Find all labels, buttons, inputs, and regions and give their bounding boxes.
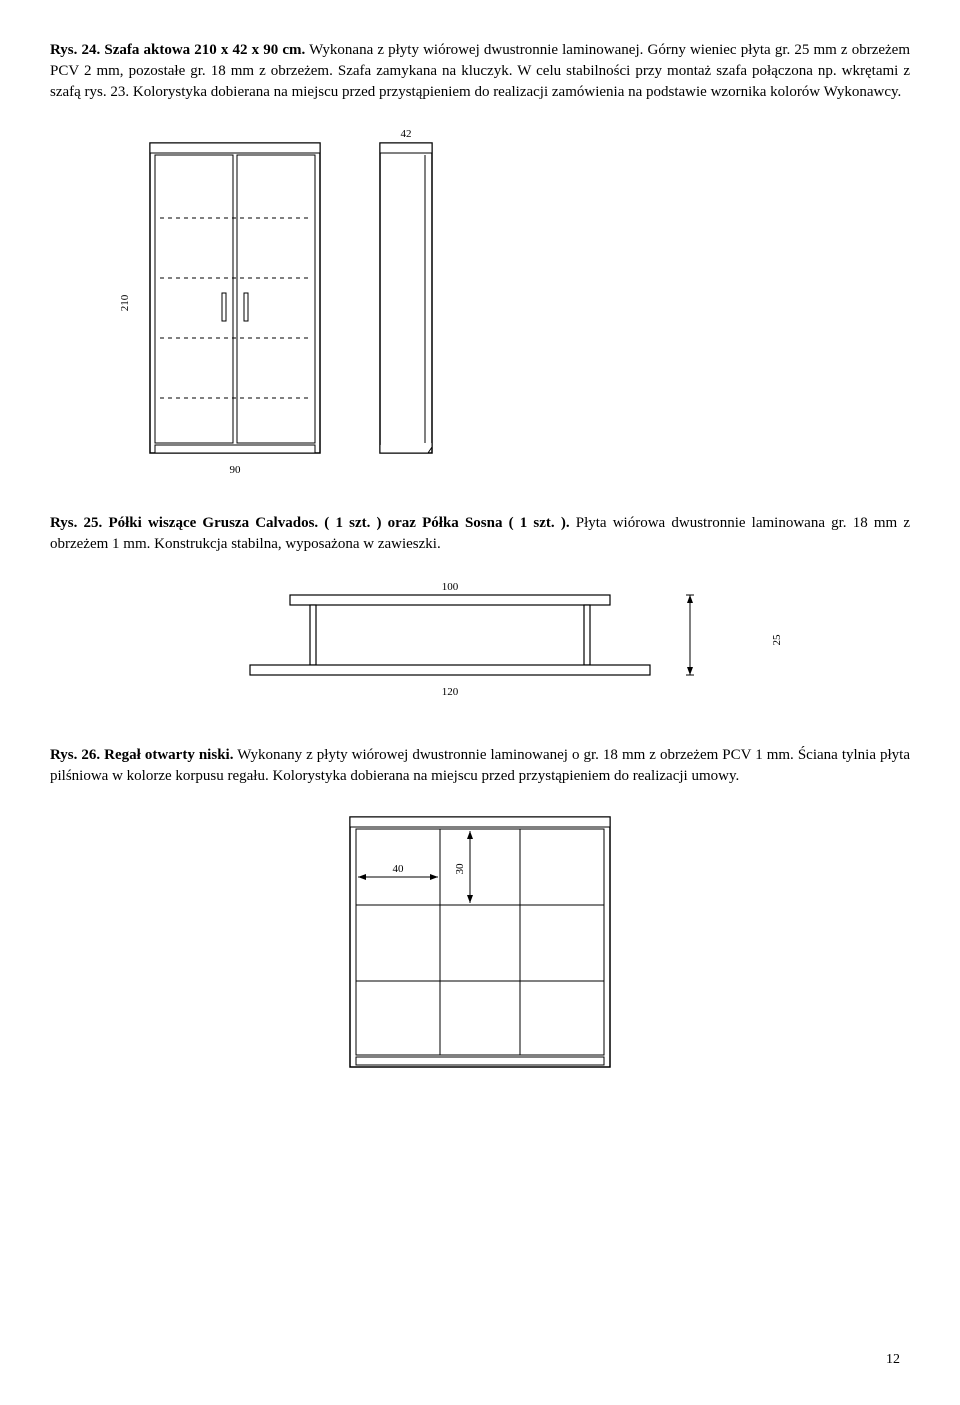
shelf-diagram: 100 120 25	[180, 575, 780, 715]
rys25-paragraph: Rys. 25. Półki wiszące Grusza Calvados. …	[50, 513, 910, 555]
dim-40: 40	[393, 863, 405, 875]
handle-left	[222, 293, 226, 321]
dim-25: 25	[771, 634, 780, 646]
cabinet-diagram: 210 90 42	[50, 123, 550, 483]
cabinet-plinth	[155, 445, 315, 453]
rack-outer	[350, 817, 610, 1067]
dim-210: 210	[119, 294, 131, 311]
rys25-heading: Rys. 25. Półki wiszące Grusza Calvados. …	[50, 515, 570, 531]
handle-right	[244, 293, 248, 321]
cabinet-side-top	[380, 143, 432, 153]
cabinet-right-door	[237, 155, 315, 443]
rys25-figure: 100 120 25	[50, 575, 910, 715]
cabinet-side-outer	[380, 143, 432, 453]
dim-100: 100	[442, 581, 459, 593]
rack-top	[350, 817, 610, 827]
dim-90: 90	[230, 464, 242, 476]
page-number: 12	[886, 1350, 900, 1370]
rys24-heading: Rys. 24. Szafa aktowa 210 x 42 x 90 cm.	[50, 42, 305, 58]
cabinet-top-rail	[150, 143, 320, 153]
rys26-paragraph: Rys. 26. Regał otwarty niski. Wykonany z…	[50, 745, 910, 787]
shelf-top	[290, 595, 610, 605]
rys24-paragraph: Rys. 24. Szafa aktowa 210 x 42 x 90 cm. …	[50, 40, 910, 103]
shelf-right-post	[584, 605, 590, 665]
rack-plinth	[356, 1057, 604, 1065]
rys26-heading: Rys. 26. Regał otwarty niski.	[50, 747, 233, 763]
dim-42: 42	[401, 128, 412, 140]
rys24-figure: 210 90 42	[50, 123, 910, 483]
dim-30: 30	[454, 863, 466, 875]
shelf-bottom	[250, 665, 650, 675]
dim-120: 120	[442, 686, 459, 698]
cabinet-left-door	[155, 155, 233, 443]
shelf-left-post	[310, 605, 316, 665]
rys26-figure: 40 30	[50, 807, 910, 1087]
rack-diagram: 40 30	[310, 807, 650, 1087]
